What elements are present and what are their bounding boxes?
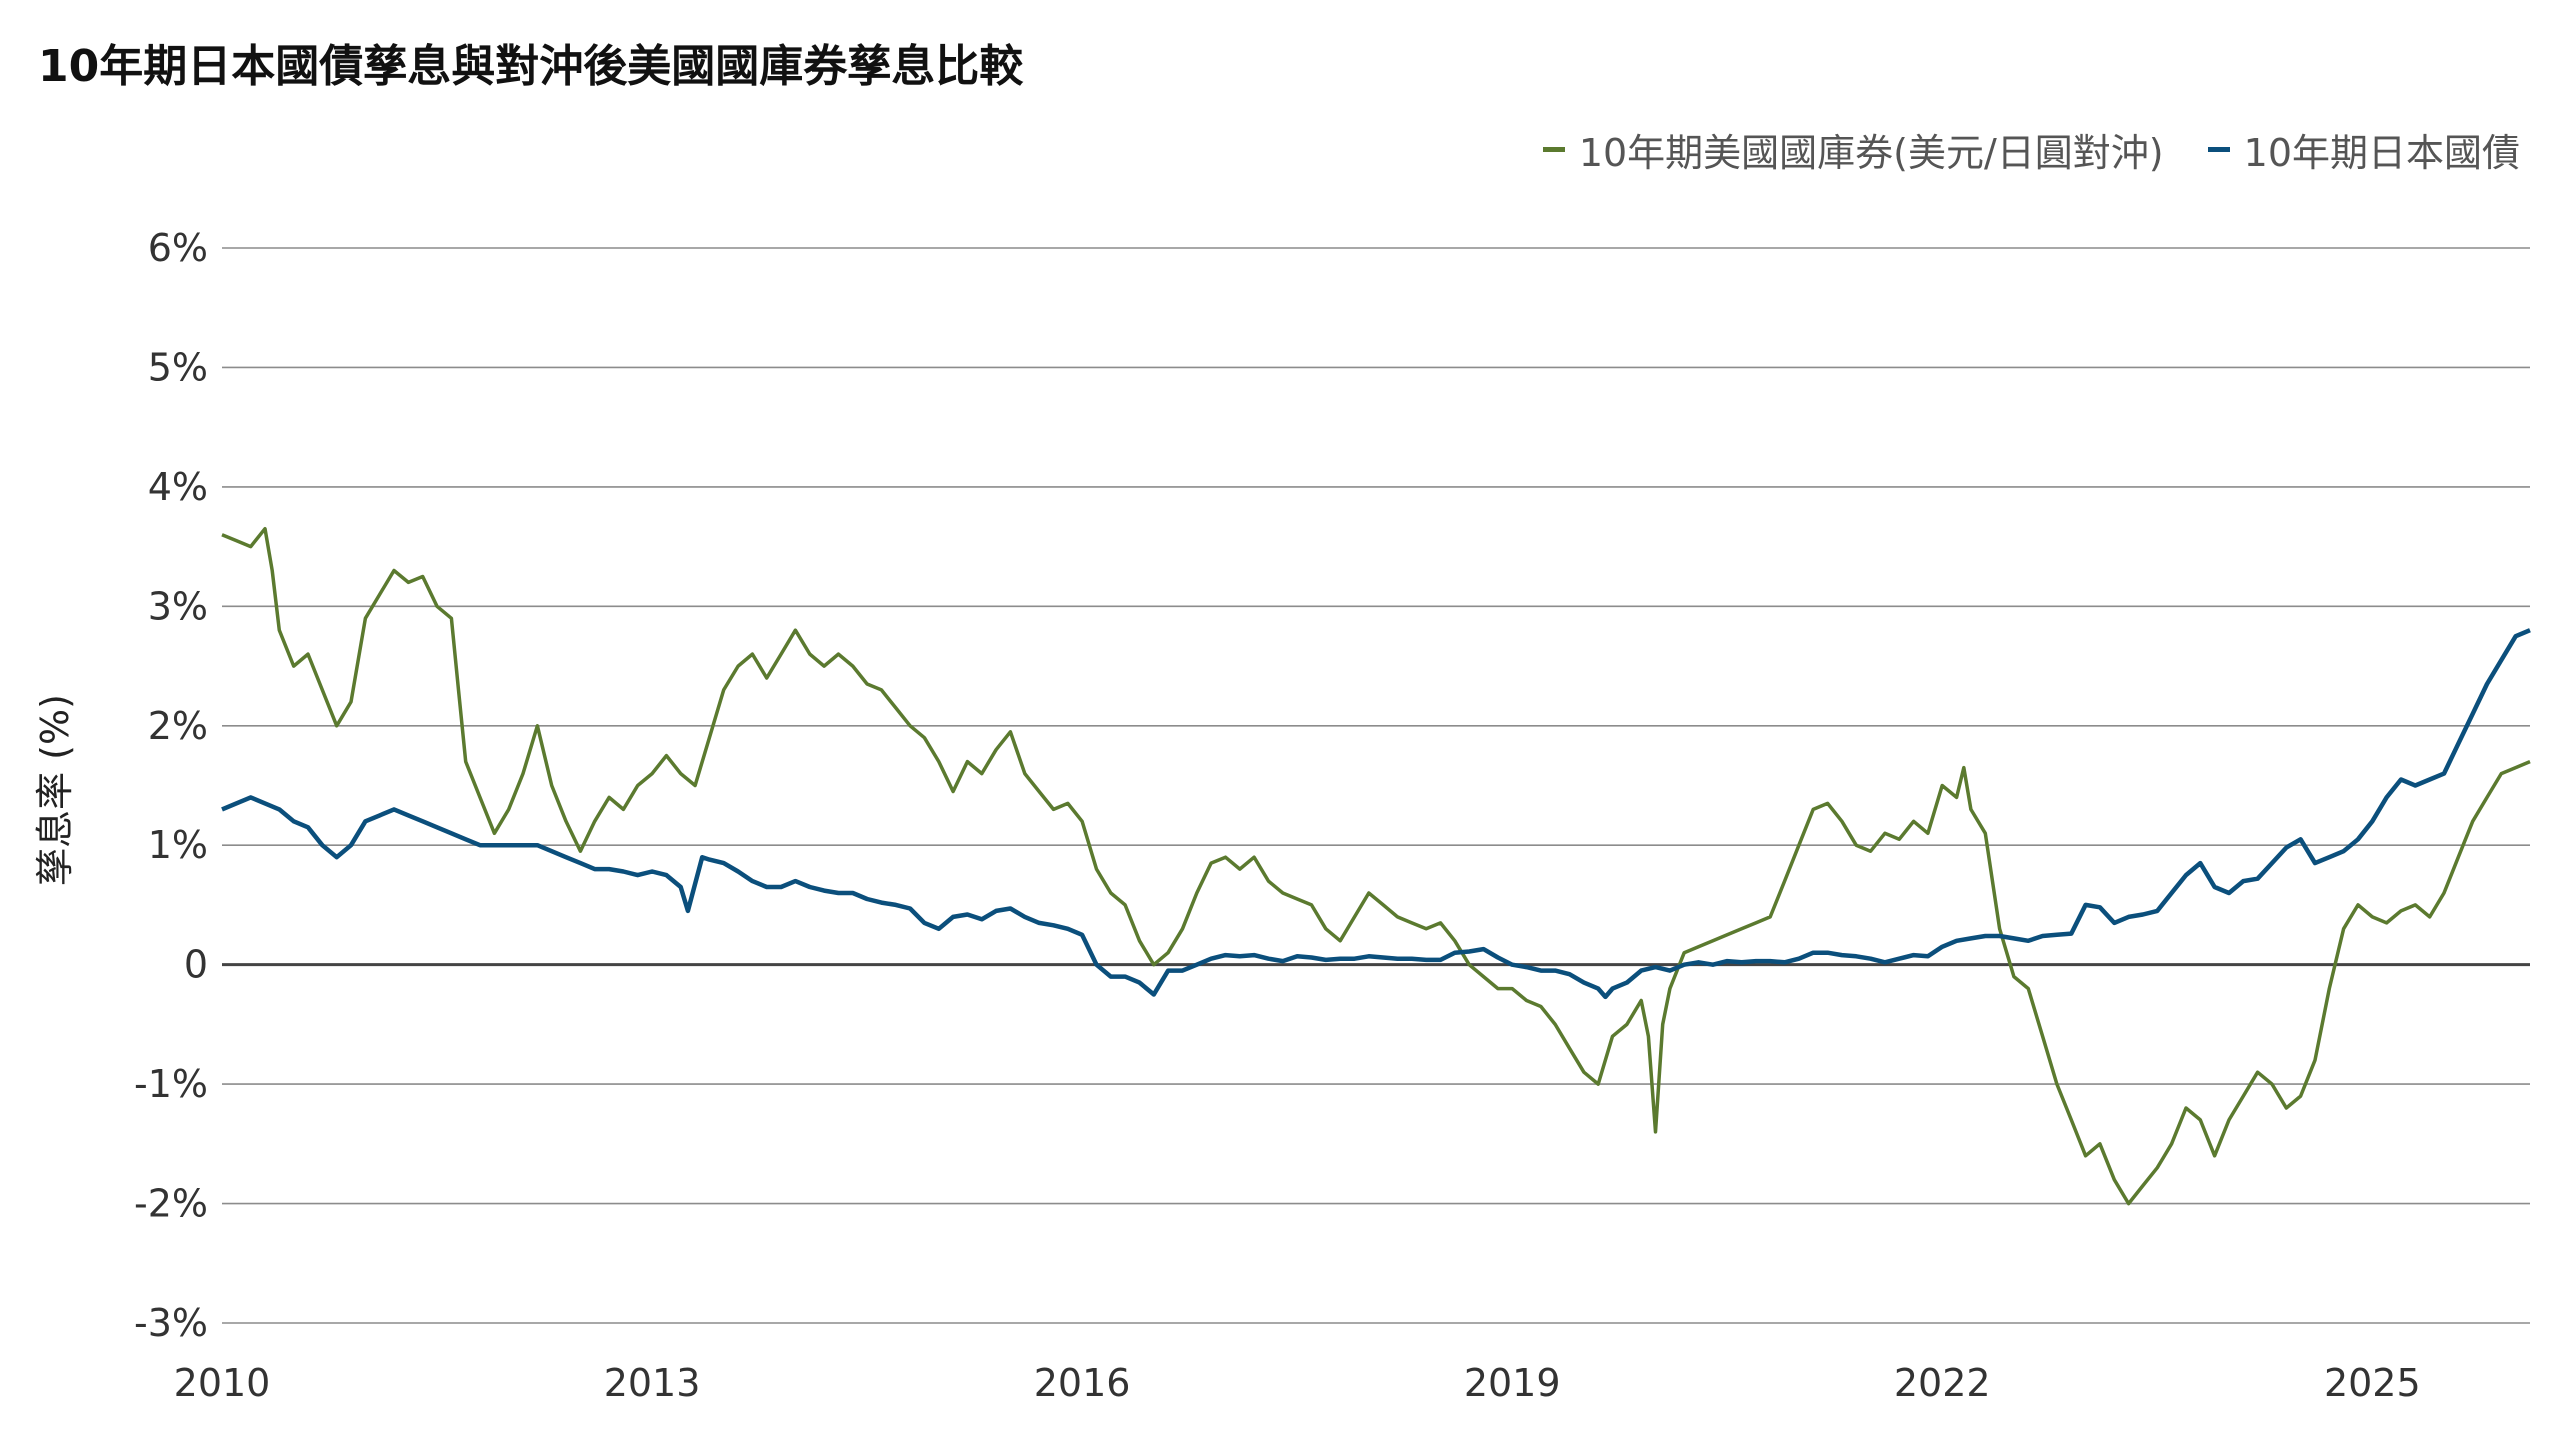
x-tick-label: 2025 [2324,1361,2421,1405]
x-tick-label: 2016 [1034,1361,1131,1405]
x-tick-label: 2019 [1464,1361,1561,1405]
y-axis-label: 孳息率 (%) [33,694,77,886]
legend-label-jgb: 10年期日本國債 [2243,131,2520,175]
legend-label-us-treasury: 10年期美國國庫券(美元/日圓對沖) [1578,131,2164,175]
x-tick-label: 2010 [174,1361,271,1405]
legend-item-us-treasury: 10年期美國國庫券(美元/日圓對沖) [1542,122,2164,177]
y-tick-label: 4% [148,465,208,509]
y-tick-label: 1% [148,823,208,867]
y-tick-label: 6% [148,226,208,270]
x-tick-label: 2013 [604,1361,701,1405]
series-layer [221,526,2531,1206]
x-tick-label: 2022 [1894,1361,1991,1405]
legend-item-jgb: 10年期日本國債 [2207,122,2520,177]
series-line-us-treasury-hedged [221,526,2531,1206]
y-tick-label: 5% [148,345,208,389]
y-tick-label: -2% [134,1182,208,1226]
y-tick-label: -3% [134,1301,208,1345]
y-tick-label: 3% [148,584,208,628]
chart-legend: 10年期美國國庫券(美元/日圓對沖) 10年期日本國債 [1499,122,2520,177]
grid-layer [222,247,2530,1324]
legend-swatch-jgb [2207,147,2230,152]
y-tick-label: 2% [148,704,208,748]
y-tick-label: -1% [134,1062,208,1106]
chart-title: 10年期日本國債孳息與對沖後美國國庫券孳息比較 [38,41,1024,92]
legend-swatch-us-treasury [1542,147,1565,152]
series-line-jgb-10y [221,628,2531,1000]
y-tick-label: 0 [184,943,208,987]
axis-layer: -3% -2% -1% 0 1% 2% 3% 4% 5% 6% 2010 2013 2016 2019 20… [134,226,2421,1405]
